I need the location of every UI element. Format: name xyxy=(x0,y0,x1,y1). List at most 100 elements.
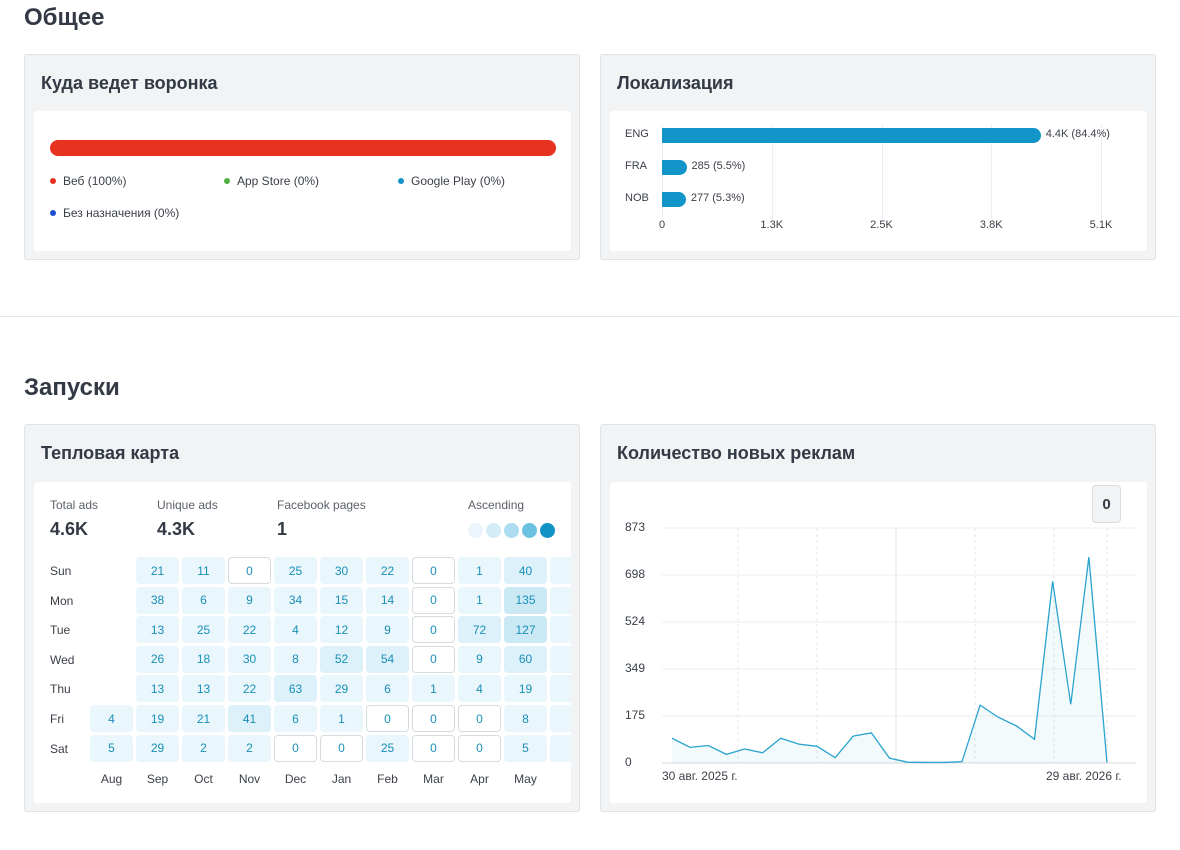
heatmap-cell[interactable]: 22 xyxy=(228,616,271,644)
heatmap-cell[interactable]: 40 xyxy=(504,557,547,584)
heatmap-cell[interactable]: 30 xyxy=(228,645,271,673)
heatmap-cell[interactable]: 127 xyxy=(504,616,547,644)
heatmap-cell[interactable]: 0 xyxy=(412,705,455,732)
heatmap-cell-partial xyxy=(550,675,571,703)
heatmap-cell[interactable]: 19 xyxy=(136,705,179,732)
heatmap-cell[interactable]: 22 xyxy=(228,675,271,703)
x-tick-label: 0 xyxy=(658,219,666,231)
heatmap-cell[interactable]: 0 xyxy=(412,616,455,644)
heatmap-cell[interactable]: 8 xyxy=(274,645,317,673)
day-label-fri: Fri xyxy=(50,712,64,726)
heatmap-cell[interactable]: 60 xyxy=(504,645,547,673)
heatmap-cell[interactable]: 6 xyxy=(366,675,409,703)
heatmap-cell[interactable]: 25 xyxy=(274,557,317,584)
grid-line xyxy=(771,125,773,219)
heatmap-cell[interactable]: 6 xyxy=(182,586,225,614)
heatmap-cell[interactable]: 1 xyxy=(320,705,363,732)
heatmap-cell[interactable]: 30 xyxy=(320,557,363,584)
heatmap-cell[interactable]: 21 xyxy=(136,557,179,584)
heatmap-cell[interactable]: 135 xyxy=(504,586,547,614)
heatmap-cell[interactable]: 0 xyxy=(458,734,501,762)
x-tick-label-end: 29 авг. 2026 г. xyxy=(1046,769,1122,783)
heatmap-cell[interactable]: 8 xyxy=(504,705,547,732)
heatmap-cell[interactable]: 19 xyxy=(504,675,547,703)
heatmap-cell[interactable]: 4 xyxy=(274,616,317,644)
heatmap-cell[interactable]: 29 xyxy=(136,734,179,762)
heatmap-cell-partial xyxy=(550,705,571,732)
heatmap-cell[interactable]: 5 xyxy=(90,734,133,762)
heatmap-cell[interactable]: 34 xyxy=(274,586,317,614)
month-label-apr: Apr xyxy=(470,772,489,786)
heatmap-card: Тепловая карта Total ads 4.6K Unique ads… xyxy=(24,424,580,812)
section-title-launches: Запуски xyxy=(24,374,120,401)
localization-title: Локализация xyxy=(617,73,734,93)
heatmap-cell-partial xyxy=(550,645,571,673)
scale-step-5 xyxy=(540,523,555,538)
heatmap-cell[interactable]: 0 xyxy=(458,705,501,732)
stat-value-facebook-pages: 1 xyxy=(277,519,288,539)
heatmap-cell[interactable]: 13 xyxy=(182,675,225,703)
value-label-nob: 277 (5.3%) xyxy=(690,192,745,204)
legend-label-web: Веб (100%) xyxy=(63,174,127,188)
heatmap-cell[interactable]: 0 xyxy=(228,557,271,584)
heatmap-cell[interactable]: 0 xyxy=(366,705,409,732)
heatmap-cell[interactable]: 0 xyxy=(274,734,317,762)
line-chart-svg xyxy=(662,527,1136,764)
heatmap-cell[interactable]: 26 xyxy=(136,645,179,673)
zero-button[interactable]: 0 xyxy=(1092,485,1121,523)
heatmap-cell[interactable]: 2 xyxy=(182,734,225,762)
heatmap-cell[interactable]: 38 xyxy=(136,586,179,614)
heatmap-cell[interactable]: 9 xyxy=(228,586,271,614)
heatmap-cell[interactable]: 11 xyxy=(182,557,225,584)
heatmap-cell[interactable]: 52 xyxy=(320,645,363,673)
heatmap-cell[interactable]: 0 xyxy=(412,645,455,673)
heatmap-cell[interactable]: 1 xyxy=(412,675,455,703)
heatmap-cell[interactable]: 15 xyxy=(320,586,363,614)
series-area xyxy=(672,557,1107,763)
grid-line xyxy=(881,125,883,219)
heatmap-cell[interactable]: 9 xyxy=(458,645,501,673)
new-ads-card: Количество новых реклам 0 873 698 524 349 17… xyxy=(600,424,1156,812)
x-tick-label: 2.5K xyxy=(870,219,893,231)
heatmap-cell[interactable]: 4 xyxy=(90,705,133,732)
heatmap-cell[interactable]: 0 xyxy=(320,734,363,762)
localization-card: Локализация 0 1.3K 2.5K 3.8K 5.1K ENG 4.4K (84… xyxy=(600,54,1156,260)
heatmap-cell[interactable]: 25 xyxy=(182,616,225,644)
heatmap-cell-partial xyxy=(550,557,571,584)
heatmap-cell[interactable]: 18 xyxy=(182,645,225,673)
month-label-sep: Sep xyxy=(146,772,169,786)
y-tick-label: 698 xyxy=(625,567,646,581)
month-label-may: May xyxy=(514,772,537,786)
new-ads-title: Количество новых реклам xyxy=(617,443,856,463)
heatmap-cell[interactable]: 63 xyxy=(274,675,317,703)
heatmap-cell[interactable]: 41 xyxy=(228,705,271,732)
heatmap-cell[interactable]: 1 xyxy=(458,557,501,584)
scale-step-3 xyxy=(504,523,519,538)
heatmap-cell[interactable]: 13 xyxy=(136,675,179,703)
stat-label-facebook-pages: Facebook pages xyxy=(277,498,366,512)
heatmap-cell[interactable]: 21 xyxy=(182,705,225,732)
month-label-dec: Dec xyxy=(284,772,307,786)
heatmap-cell[interactable]: 12 xyxy=(320,616,363,644)
heatmap-cell[interactable]: 2 xyxy=(228,734,271,762)
heatmap-cell[interactable]: 14 xyxy=(366,586,409,614)
heatmap-cell[interactable]: 54 xyxy=(366,645,409,673)
stat-label-total-ads: Total ads xyxy=(50,498,99,512)
legend-item-no-destination: Без назначения (0%) xyxy=(50,206,179,220)
heatmap-cell[interactable]: 29 xyxy=(320,675,363,703)
heatmap-cell[interactable]: 6 xyxy=(274,705,317,732)
heatmap-cell[interactable]: 0 xyxy=(412,557,455,584)
month-label-nov: Nov xyxy=(238,772,261,786)
heatmap-cell[interactable]: 0 xyxy=(412,734,455,762)
heatmap-cell[interactable]: 1 xyxy=(458,586,501,614)
heatmap-cell[interactable]: 4 xyxy=(458,675,501,703)
heatmap-cell[interactable]: 9 xyxy=(366,616,409,644)
heatmap-cell[interactable]: 22 xyxy=(366,557,409,584)
heatmap-cell[interactable]: 0 xyxy=(412,586,455,614)
value-label-eng: 4.4K (84.4%) xyxy=(1045,128,1110,140)
scale-step-2 xyxy=(486,523,501,538)
heatmap-cell[interactable]: 5 xyxy=(504,734,547,762)
heatmap-cell[interactable]: 72 xyxy=(458,616,501,644)
heatmap-cell[interactable]: 13 xyxy=(136,616,179,644)
heatmap-cell[interactable]: 25 xyxy=(366,734,409,762)
